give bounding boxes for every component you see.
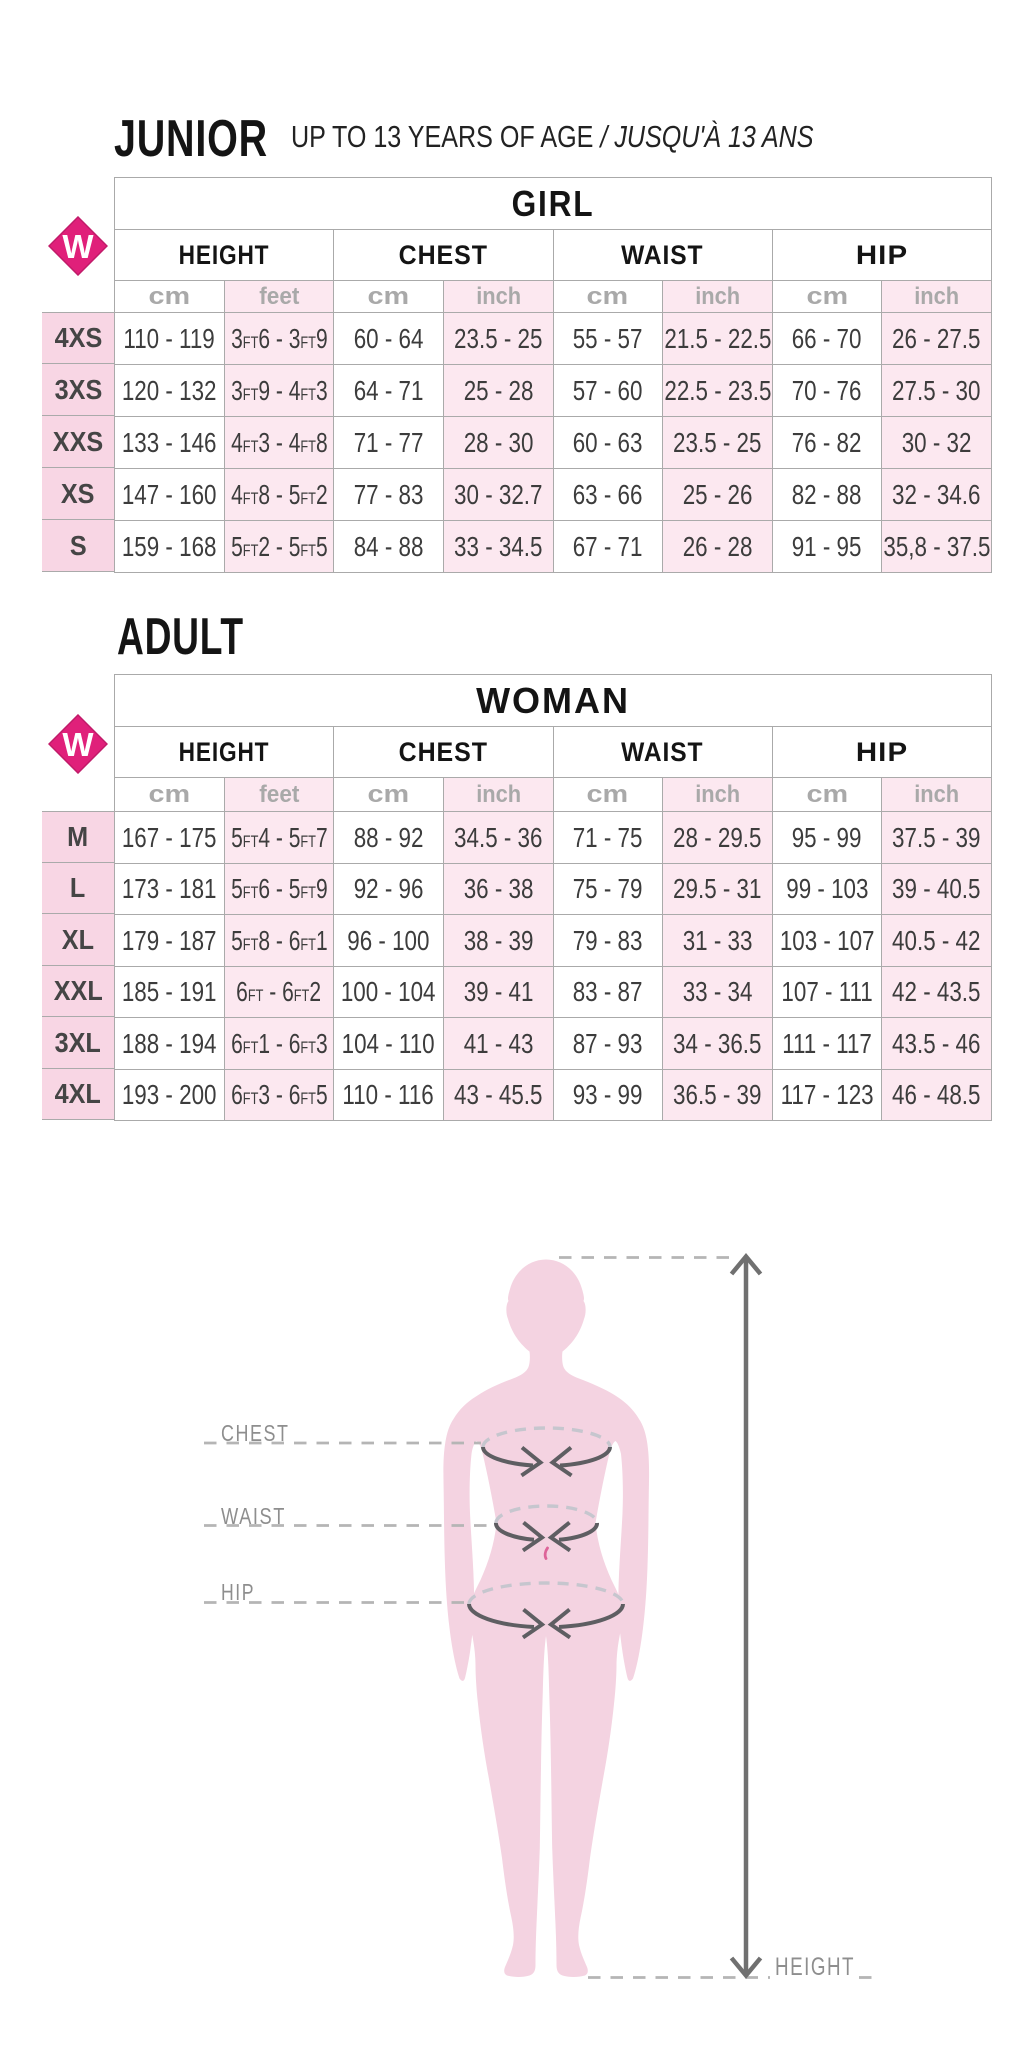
svg-text:W: W [62, 726, 94, 763]
svg-text:W: W [62, 228, 94, 265]
svg-text:HEIGHT: HEIGHT [775, 1953, 855, 1981]
svg-text:WAIST: WAIST [221, 1503, 286, 1529]
svg-text:HIP: HIP [221, 1579, 255, 1605]
svg-text:CHEST: CHEST [221, 1420, 290, 1446]
